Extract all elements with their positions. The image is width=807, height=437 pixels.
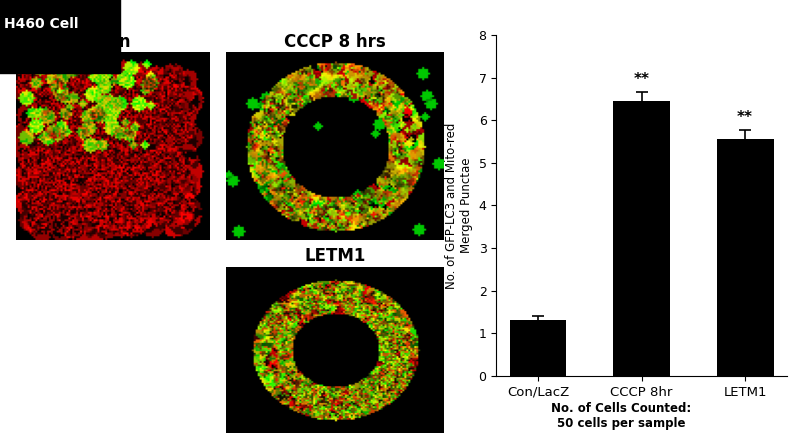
Text: **: ** — [737, 110, 753, 125]
Y-axis label: No. of GFP-LC3 and Mito-red
Merged Punctae: No. of GFP-LC3 and Mito-red Merged Punct… — [445, 122, 473, 288]
Bar — [613, 101, 670, 376]
Text: H460 Cell: H460 Cell — [4, 17, 78, 31]
Title: CCCP 8 hrs: CCCP 8 hrs — [284, 33, 386, 51]
Text: No. of Cells Counted:
50 cells per sample: No. of Cells Counted: 50 cells per sampl… — [551, 402, 692, 430]
Bar — [509, 320, 567, 376]
Title: Con: Con — [95, 33, 131, 51]
Text: **: ** — [633, 72, 650, 87]
Title: LETM1: LETM1 — [304, 247, 366, 265]
Bar — [717, 139, 774, 376]
